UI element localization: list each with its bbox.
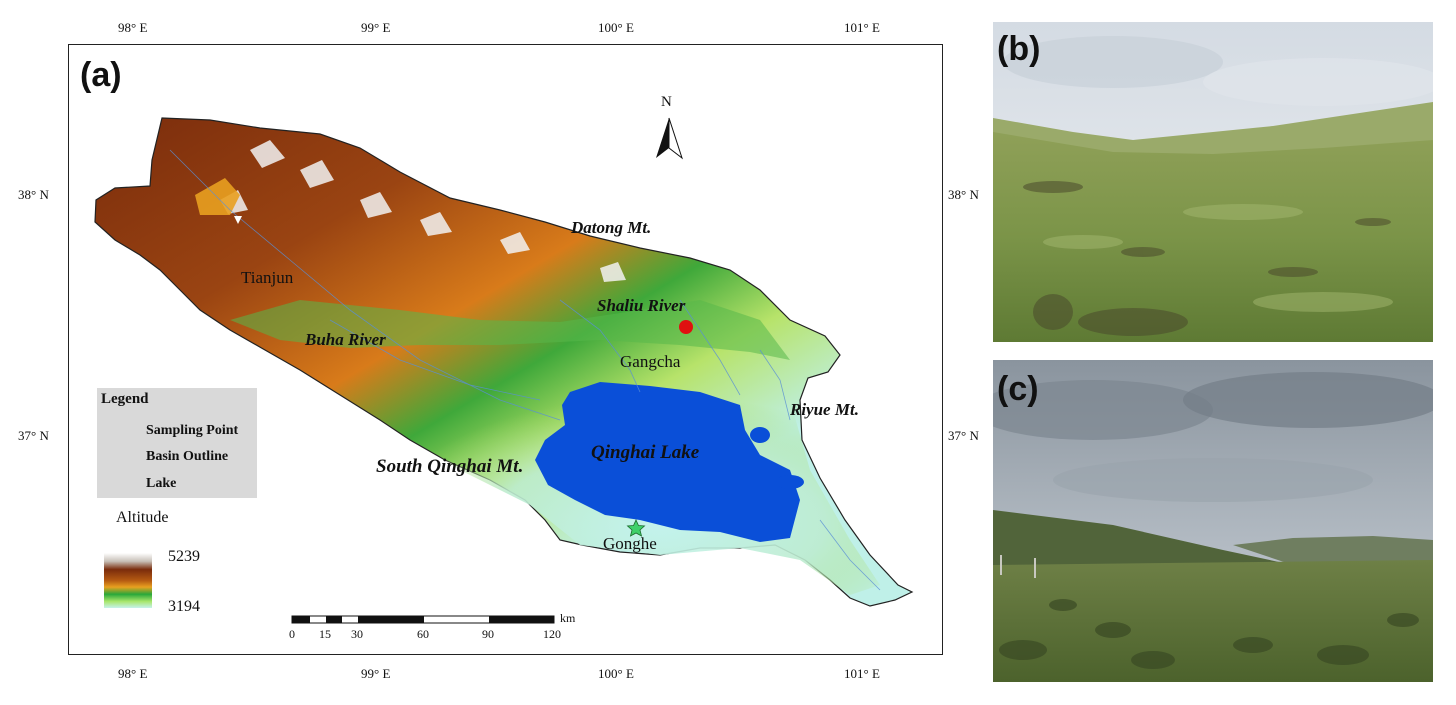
- basin-map: [94, 117, 914, 624]
- lat-tick-left-38: 38° N: [18, 187, 49, 202]
- scale-label-30: 30: [351, 627, 363, 641]
- altitude-color-ramp: [104, 553, 152, 608]
- lat-tick-right-37: 37° N: [948, 428, 979, 443]
- legend-lake-label: Lake: [146, 476, 177, 491]
- lon-tick-top-100: 100° E: [598, 20, 634, 35]
- lon-tick-bottom-101: 101° E: [844, 666, 880, 681]
- legend-sampling-point-label: Sampling Point: [146, 423, 239, 438]
- panel-c-label: (c): [997, 370, 1039, 408]
- label-shaliu-river: Shaliu River: [597, 296, 686, 315]
- panel-a-label: (a): [80, 56, 122, 94]
- lon-tick-top-99: 99° E: [361, 20, 391, 35]
- lon-tick-bottom-100: 100° E: [598, 666, 634, 681]
- legend-title: Legend: [101, 391, 149, 407]
- tianjun-marker-icon: [234, 216, 242, 224]
- scale-bar: [291, 615, 555, 624]
- legend-basin-outline-label: Basin Outline: [146, 449, 229, 464]
- altitude-title: Altitude: [116, 509, 169, 526]
- label-gangcha: Gangcha: [620, 352, 681, 371]
- north-label: N: [661, 94, 672, 110]
- altitude-max: 5239: [168, 548, 200, 565]
- photo-c-grassland: [993, 360, 1433, 682]
- lon-tick-top-101: 101° E: [844, 20, 880, 35]
- label-datong-mt: Datong Mt.: [571, 218, 652, 237]
- scale-unit: km: [560, 611, 576, 625]
- scale-label-60: 60: [417, 627, 429, 641]
- label-riyue-mt: Riyue Mt.: [790, 400, 859, 419]
- sampling-point-marker: [679, 320, 693, 334]
- scale-label-0: 0: [289, 627, 295, 641]
- qinghai-lake-shape: [535, 382, 800, 542]
- scale-label-90: 90: [482, 627, 494, 641]
- lon-tick-bottom-99: 99° E: [361, 666, 391, 681]
- label-south-qinghai-mt: South Qinghai Mt.: [376, 456, 524, 477]
- lat-tick-left-37: 37° N: [18, 428, 49, 443]
- label-buha-river: Buha River: [305, 330, 386, 349]
- lon-tick-bottom-98: 98° E: [118, 666, 148, 681]
- label-tianjun: Tianjun: [241, 268, 294, 287]
- lon-tick-top-98: 98° E: [118, 20, 148, 35]
- scale-label-15: 15: [319, 627, 331, 641]
- lat-tick-right-38: 38° N: [948, 187, 979, 202]
- photo-b-meadow: [993, 22, 1433, 342]
- label-qinghai-lake: Qinghai Lake: [591, 442, 700, 463]
- label-gonghe: Gonghe: [603, 534, 657, 553]
- north-arrow-icon: [656, 117, 683, 160]
- legend-box: [97, 388, 257, 498]
- map-frame: [68, 44, 943, 655]
- panel-b-label: (b): [997, 30, 1041, 68]
- altitude-min: 3194: [168, 598, 200, 615]
- gonghe-star-icon: [626, 519, 646, 537]
- scale-label-120: 120: [543, 627, 561, 641]
